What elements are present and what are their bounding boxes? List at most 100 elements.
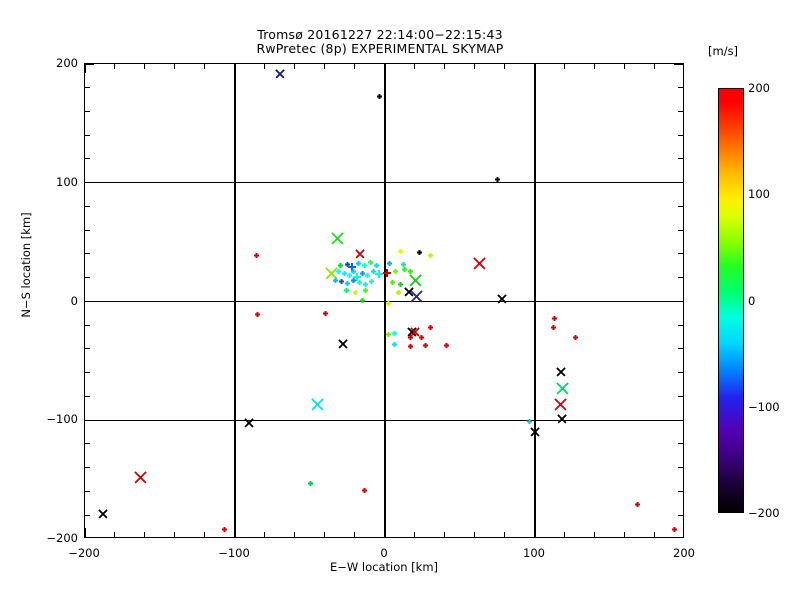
axis-tick [414,532,416,537]
data-point [330,232,344,245]
data-point [555,381,569,395]
data-point [391,330,398,337]
data-point [385,300,392,307]
axis-tick [114,532,116,537]
axis-tick [144,532,146,537]
data-point [359,270,366,277]
data-point [367,259,374,266]
axis-tick [678,514,683,516]
data-point [338,339,348,349]
gridline-horizontal [85,419,683,421]
axis-tick [564,532,566,537]
data-point [98,509,108,519]
data-point [671,526,678,533]
data-point [557,414,567,424]
axis-tick [504,64,506,69]
axis-tick [654,64,656,69]
axis-tick [85,372,90,374]
data-point [370,268,377,275]
data-point [362,287,369,294]
axis-tick [85,205,90,207]
axis-tick [384,64,386,73]
data-point [343,287,350,294]
axis-tick [444,532,446,537]
axis-tick [674,419,683,421]
data-point [350,268,357,275]
axis-tick [678,205,683,207]
gridline-vertical [234,64,236,537]
axis-tick [674,64,683,65]
colorbar-unit-label: [m/s] [708,44,739,58]
data-point [322,310,329,317]
data-point [427,324,434,331]
data-point [344,280,351,287]
axis-tick [85,528,86,537]
axis-tick [678,253,683,255]
y-tick-label: 0 [70,293,78,308]
y-tick-label: −200 [46,531,78,545]
data-point [526,418,533,425]
axis-tick [654,532,656,537]
axis-tick [85,348,90,350]
axis-tick [534,64,536,73]
axis-tick [324,532,326,537]
axis-tick [114,64,116,69]
data-point [404,287,414,297]
gridline-vertical [384,64,386,537]
axis-tick [624,532,626,537]
axis-tick [678,372,683,374]
axis-tick [674,182,683,184]
title-line-2: RwPretec (8p) EXPERIMENTAL SKYMAP [256,41,504,56]
data-point [473,257,486,270]
gridline-horizontal [85,182,683,184]
axis-tick [85,229,90,231]
data-point [368,278,375,285]
data-point [572,334,579,341]
data-point [389,279,396,286]
data-point [275,68,285,79]
x-tick-label: 200 [673,546,695,560]
x-tick-label: −200 [68,546,100,560]
data-point [385,331,392,338]
data-point [497,294,507,304]
axis-tick [85,134,90,136]
colorbar-tick-label: 200 [748,81,770,95]
data-point [386,260,393,267]
axis-tick [85,300,94,303]
y-tick-label: 200 [56,56,78,70]
axis-tick [85,467,90,469]
data-point [554,398,567,412]
axis-tick [85,64,94,65]
x-tick-label: 0 [380,546,388,560]
data-point [243,418,254,428]
axis-tick [85,490,90,492]
data-point [391,341,398,348]
axis-tick [384,528,386,537]
axis-tick [594,64,596,69]
axis-tick [204,532,206,537]
axis-tick [174,64,176,69]
axis-tick [85,158,90,160]
axis-tick [324,64,326,69]
axis-tick [85,395,90,397]
plot-area [84,63,684,538]
data-point [337,262,344,269]
axis-tick [85,253,90,255]
axis-tick [678,490,683,492]
axis-tick [354,532,356,537]
axis-tick [294,532,296,537]
data-point [362,281,369,288]
data-point [443,342,450,349]
data-point [359,297,366,304]
axis-tick [264,532,266,537]
figure-title: Tromsø 20161227 22:14:00−22:15:43 RwPret… [0,28,760,56]
gridline-vertical [534,64,536,537]
colorbar-tick-label: −200 [748,506,780,520]
plot-inner [85,64,683,537]
axis-tick [444,64,446,69]
axis-tick [678,134,683,136]
axis-tick [85,64,86,73]
axis-tick [234,528,236,537]
axis-tick [85,277,90,279]
data-point [410,327,420,337]
